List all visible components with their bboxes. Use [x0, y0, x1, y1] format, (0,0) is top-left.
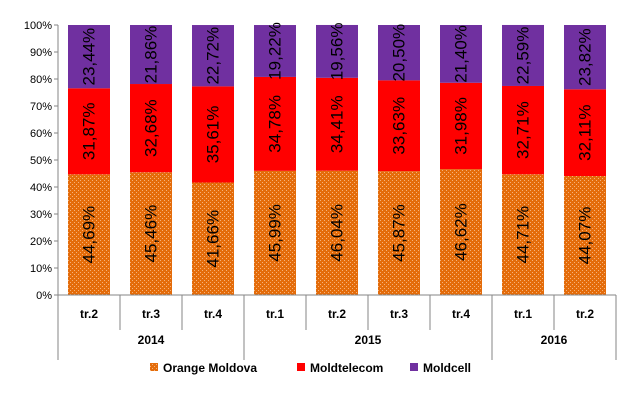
- data-label: 19,22%: [266, 22, 285, 80]
- data-label: 32,11%: [576, 104, 595, 160]
- data-label: 22,72%: [204, 27, 223, 85]
- category-label: tr.1: [514, 307, 532, 321]
- category-label: tr.2: [576, 307, 594, 321]
- group-label: 2014: [138, 333, 165, 347]
- bar-segment: [68, 88, 110, 175]
- y-tick-label: 90%: [30, 47, 52, 59]
- category-label: tr.2: [328, 307, 346, 321]
- bar-segment: [130, 25, 172, 85]
- group-label: 2015: [355, 333, 382, 347]
- legend-swatch: [297, 363, 305, 371]
- y-tick-label: 50%: [30, 155, 52, 167]
- data-label: 31,87%: [80, 102, 99, 160]
- bar-segment: [502, 174, 544, 295]
- category-label: tr.4: [452, 307, 470, 321]
- category-label: tr.2: [80, 307, 98, 321]
- bar-segment: [564, 25, 606, 90]
- data-label: 21,86%: [142, 26, 161, 84]
- bars: 44,69% 31,87% 23,44% 45,46% 32,68% 21,86% 41,6…: [68, 22, 606, 295]
- bar-segment: [564, 89, 606, 177]
- y-tick-label: 0%: [36, 290, 52, 302]
- bar-segment: [68, 25, 110, 89]
- legend-label: Moldtelecom: [310, 361, 383, 375]
- data-label: 45,99%: [266, 204, 285, 262]
- legend-label: Moldcell: [423, 361, 471, 375]
- bar-segment: [378, 171, 420, 295]
- bar-segment: [564, 176, 606, 295]
- data-label: 23,82%: [576, 28, 595, 86]
- data-label: 35,61%: [204, 106, 223, 164]
- bar-segment: [192, 86, 234, 183]
- bar-segment: [130, 172, 172, 295]
- bar-segment: [502, 24, 544, 86]
- category-label: tr.3: [390, 307, 408, 321]
- data-label: 34,78%: [266, 95, 285, 153]
- y-axis: 0% 10% 20% 30% 40% 50% 60% 70% 80% 90% 100%: [24, 20, 59, 302]
- data-label: 44,69%: [80, 206, 99, 264]
- data-label: 21,40%: [452, 25, 471, 83]
- bar-segment: [316, 24, 358, 78]
- data-label: 34,41%: [328, 95, 347, 153]
- bar-segment: [192, 182, 234, 295]
- bar-segment: [192, 25, 234, 87]
- data-label: 46,62%: [452, 203, 471, 261]
- bar-segment: [316, 77, 358, 171]
- legend-label: Orange Moldova: [163, 361, 257, 375]
- y-tick-label: 100%: [24, 20, 52, 32]
- group-label: 2016: [541, 333, 568, 347]
- bar-segment: [378, 80, 420, 172]
- data-label: 20,50%: [390, 24, 409, 82]
- y-tick-label: 10%: [30, 263, 52, 275]
- data-label: 46,04%: [328, 204, 347, 262]
- bar-segment: [440, 82, 482, 170]
- y-tick-label: 60%: [30, 128, 52, 140]
- data-label: 19,56%: [328, 23, 347, 81]
- data-label: 23,44%: [80, 28, 99, 86]
- category-label: tr.3: [142, 307, 160, 321]
- y-tick-label: 30%: [30, 209, 52, 221]
- bar-segment: [378, 25, 420, 81]
- data-label: 32,68%: [142, 99, 161, 157]
- data-label: 31,98%: [452, 97, 471, 155]
- y-tick-label: 80%: [30, 74, 52, 86]
- data-label: 44,07%: [576, 207, 595, 265]
- bar-segment: [440, 25, 482, 83]
- data-label: 33,63%: [390, 97, 409, 155]
- y-tick-label: 40%: [30, 182, 52, 194]
- data-label: 45,46%: [142, 205, 161, 263]
- bar-segment: [68, 174, 110, 295]
- bar-segment: [440, 169, 482, 295]
- data-label: 44,71%: [514, 206, 533, 264]
- bar-segment: [316, 170, 358, 295]
- x-axis: tr.2 tr.3 tr.4 tr.1 tr.2 tr.3 tr.4 tr.1 tr.2 2014…: [57, 294, 617, 360]
- data-label: 41,66%: [204, 210, 223, 268]
- legend: Orange Moldova Moldtelecom Moldcell: [150, 361, 471, 375]
- legend-swatch: [410, 363, 418, 371]
- data-label: 45,87%: [390, 204, 409, 262]
- legend-swatch: [150, 363, 158, 371]
- category-label: tr.1: [266, 307, 284, 321]
- data-label: 32,71%: [514, 101, 533, 159]
- data-label: 22,59%: [514, 27, 533, 85]
- category-label: tr.4: [204, 307, 222, 321]
- y-tick-label: 20%: [30, 236, 52, 248]
- y-tick-label: 70%: [30, 101, 52, 113]
- bar-segment: [254, 170, 296, 295]
- bar-segment: [502, 85, 544, 175]
- bar-segment: [130, 84, 172, 173]
- bar-segment: [254, 76, 296, 171]
- bar-segment: [254, 25, 296, 77]
